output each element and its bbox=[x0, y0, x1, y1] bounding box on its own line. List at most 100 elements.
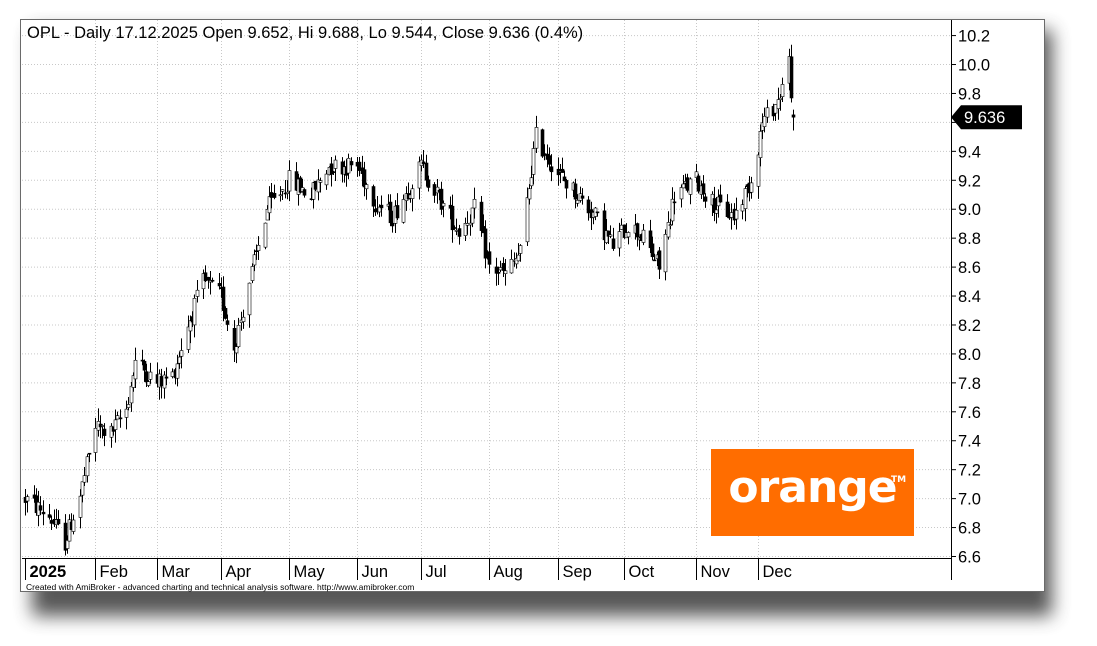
y-tick-label: 8.2 bbox=[958, 317, 981, 335]
candle-body bbox=[388, 201, 393, 224]
logo-trademark: TM bbox=[891, 475, 907, 485]
candle-body bbox=[439, 188, 444, 210]
candle-body bbox=[765, 107, 770, 118]
candle-body bbox=[483, 228, 488, 259]
candle-body bbox=[503, 270, 508, 274]
candle-body bbox=[498, 267, 503, 271]
x-tick-label: Jun bbox=[362, 563, 389, 581]
candle-body bbox=[313, 180, 318, 190]
logo-wordmark: orange bbox=[728, 462, 897, 513]
candle-body bbox=[78, 495, 83, 518]
candle-body bbox=[496, 271, 501, 274]
candle-body bbox=[432, 184, 437, 196]
x-tick-label: Oct bbox=[629, 563, 655, 581]
candle-body bbox=[560, 168, 565, 173]
candle-body bbox=[421, 161, 426, 165]
candle-body bbox=[234, 346, 239, 354]
y-tick-label: 9.4 bbox=[958, 143, 981, 161]
candle-body bbox=[776, 99, 781, 110]
candle-body bbox=[452, 227, 457, 229]
candle-body bbox=[672, 201, 677, 204]
candle-body bbox=[80, 481, 85, 496]
candle-body bbox=[278, 194, 283, 197]
candle-body bbox=[241, 316, 246, 322]
candle-body bbox=[450, 205, 455, 231]
candle-body bbox=[256, 245, 261, 251]
candle-body bbox=[780, 84, 785, 97]
candle-body bbox=[269, 192, 274, 198]
x-tick-label: 2025 bbox=[30, 563, 67, 581]
candle-body bbox=[232, 328, 237, 351]
candle-body bbox=[426, 179, 431, 188]
candle-body bbox=[302, 189, 307, 196]
candle-body bbox=[346, 158, 351, 174]
candle-body bbox=[272, 193, 277, 198]
candle-body bbox=[525, 197, 530, 243]
candle-body bbox=[148, 371, 153, 380]
candle-body bbox=[734, 209, 739, 220]
candle-body bbox=[564, 180, 569, 189]
candle-body bbox=[65, 540, 70, 549]
y-tick-label: 9.8 bbox=[958, 85, 981, 103]
candle-body bbox=[472, 198, 477, 209]
candle-body bbox=[617, 231, 622, 249]
x-tick-label: Jul bbox=[426, 563, 447, 581]
candle-body bbox=[681, 183, 686, 189]
candle-body bbox=[529, 177, 534, 187]
candle-body bbox=[124, 408, 129, 418]
candle-body bbox=[679, 187, 684, 200]
candle-body bbox=[263, 222, 268, 248]
candle-body bbox=[371, 186, 376, 207]
candle-body bbox=[688, 178, 693, 195]
candle-body bbox=[206, 276, 211, 281]
candle-body bbox=[126, 404, 131, 408]
candle-body bbox=[85, 456, 90, 477]
candle-body bbox=[47, 514, 52, 518]
candle-body bbox=[236, 325, 241, 347]
candle-body bbox=[102, 428, 107, 436]
y-tick-label: 7.2 bbox=[958, 462, 981, 480]
candle-body bbox=[547, 155, 552, 165]
candle-body bbox=[280, 189, 285, 192]
candle-body bbox=[146, 381, 151, 386]
candle-body bbox=[542, 153, 547, 156]
candle-body bbox=[93, 428, 98, 453]
candle-body bbox=[87, 452, 92, 455]
candle-body bbox=[247, 282, 252, 316]
candle-body bbox=[696, 175, 701, 192]
candle-body bbox=[626, 232, 631, 238]
candle-body bbox=[318, 180, 323, 183]
candle-body bbox=[49, 520, 54, 524]
candle-body bbox=[586, 199, 591, 214]
candle-body bbox=[25, 496, 30, 502]
candle-body bbox=[267, 196, 272, 214]
candle-body bbox=[549, 166, 554, 173]
candle-body bbox=[329, 163, 334, 175]
x-tick-label: Mar bbox=[162, 563, 191, 581]
candle-body bbox=[666, 222, 671, 238]
candle-body bbox=[82, 475, 87, 483]
x-tick-label: Nov bbox=[701, 563, 731, 581]
candle-body bbox=[223, 307, 228, 319]
candle-body bbox=[791, 114, 796, 118]
axis-labels: 6.6 6.8 7.0 7.2 7.4 7.6 7.8 8.0 8.2 8.4 8.6 8.8 9.0 9… bbox=[30, 28, 1022, 581]
candle-body bbox=[115, 415, 120, 420]
candle-body bbox=[41, 511, 46, 515]
candle-body bbox=[170, 371, 175, 377]
candle-body bbox=[164, 376, 169, 379]
candle-body bbox=[56, 518, 61, 525]
axes bbox=[22, 20, 956, 580]
candle-body bbox=[424, 162, 429, 181]
candle-body bbox=[144, 371, 149, 383]
candle-body bbox=[331, 171, 336, 173]
candle-body bbox=[740, 204, 745, 212]
candle-body bbox=[685, 177, 690, 191]
candle-body bbox=[531, 148, 536, 175]
candle-body bbox=[641, 229, 646, 243]
candle-body bbox=[252, 254, 257, 266]
y-tick-label: 7.8 bbox=[958, 375, 981, 393]
candle-body bbox=[250, 266, 255, 281]
x-tick-label: Dec bbox=[763, 563, 792, 581]
candle-body bbox=[749, 182, 754, 193]
